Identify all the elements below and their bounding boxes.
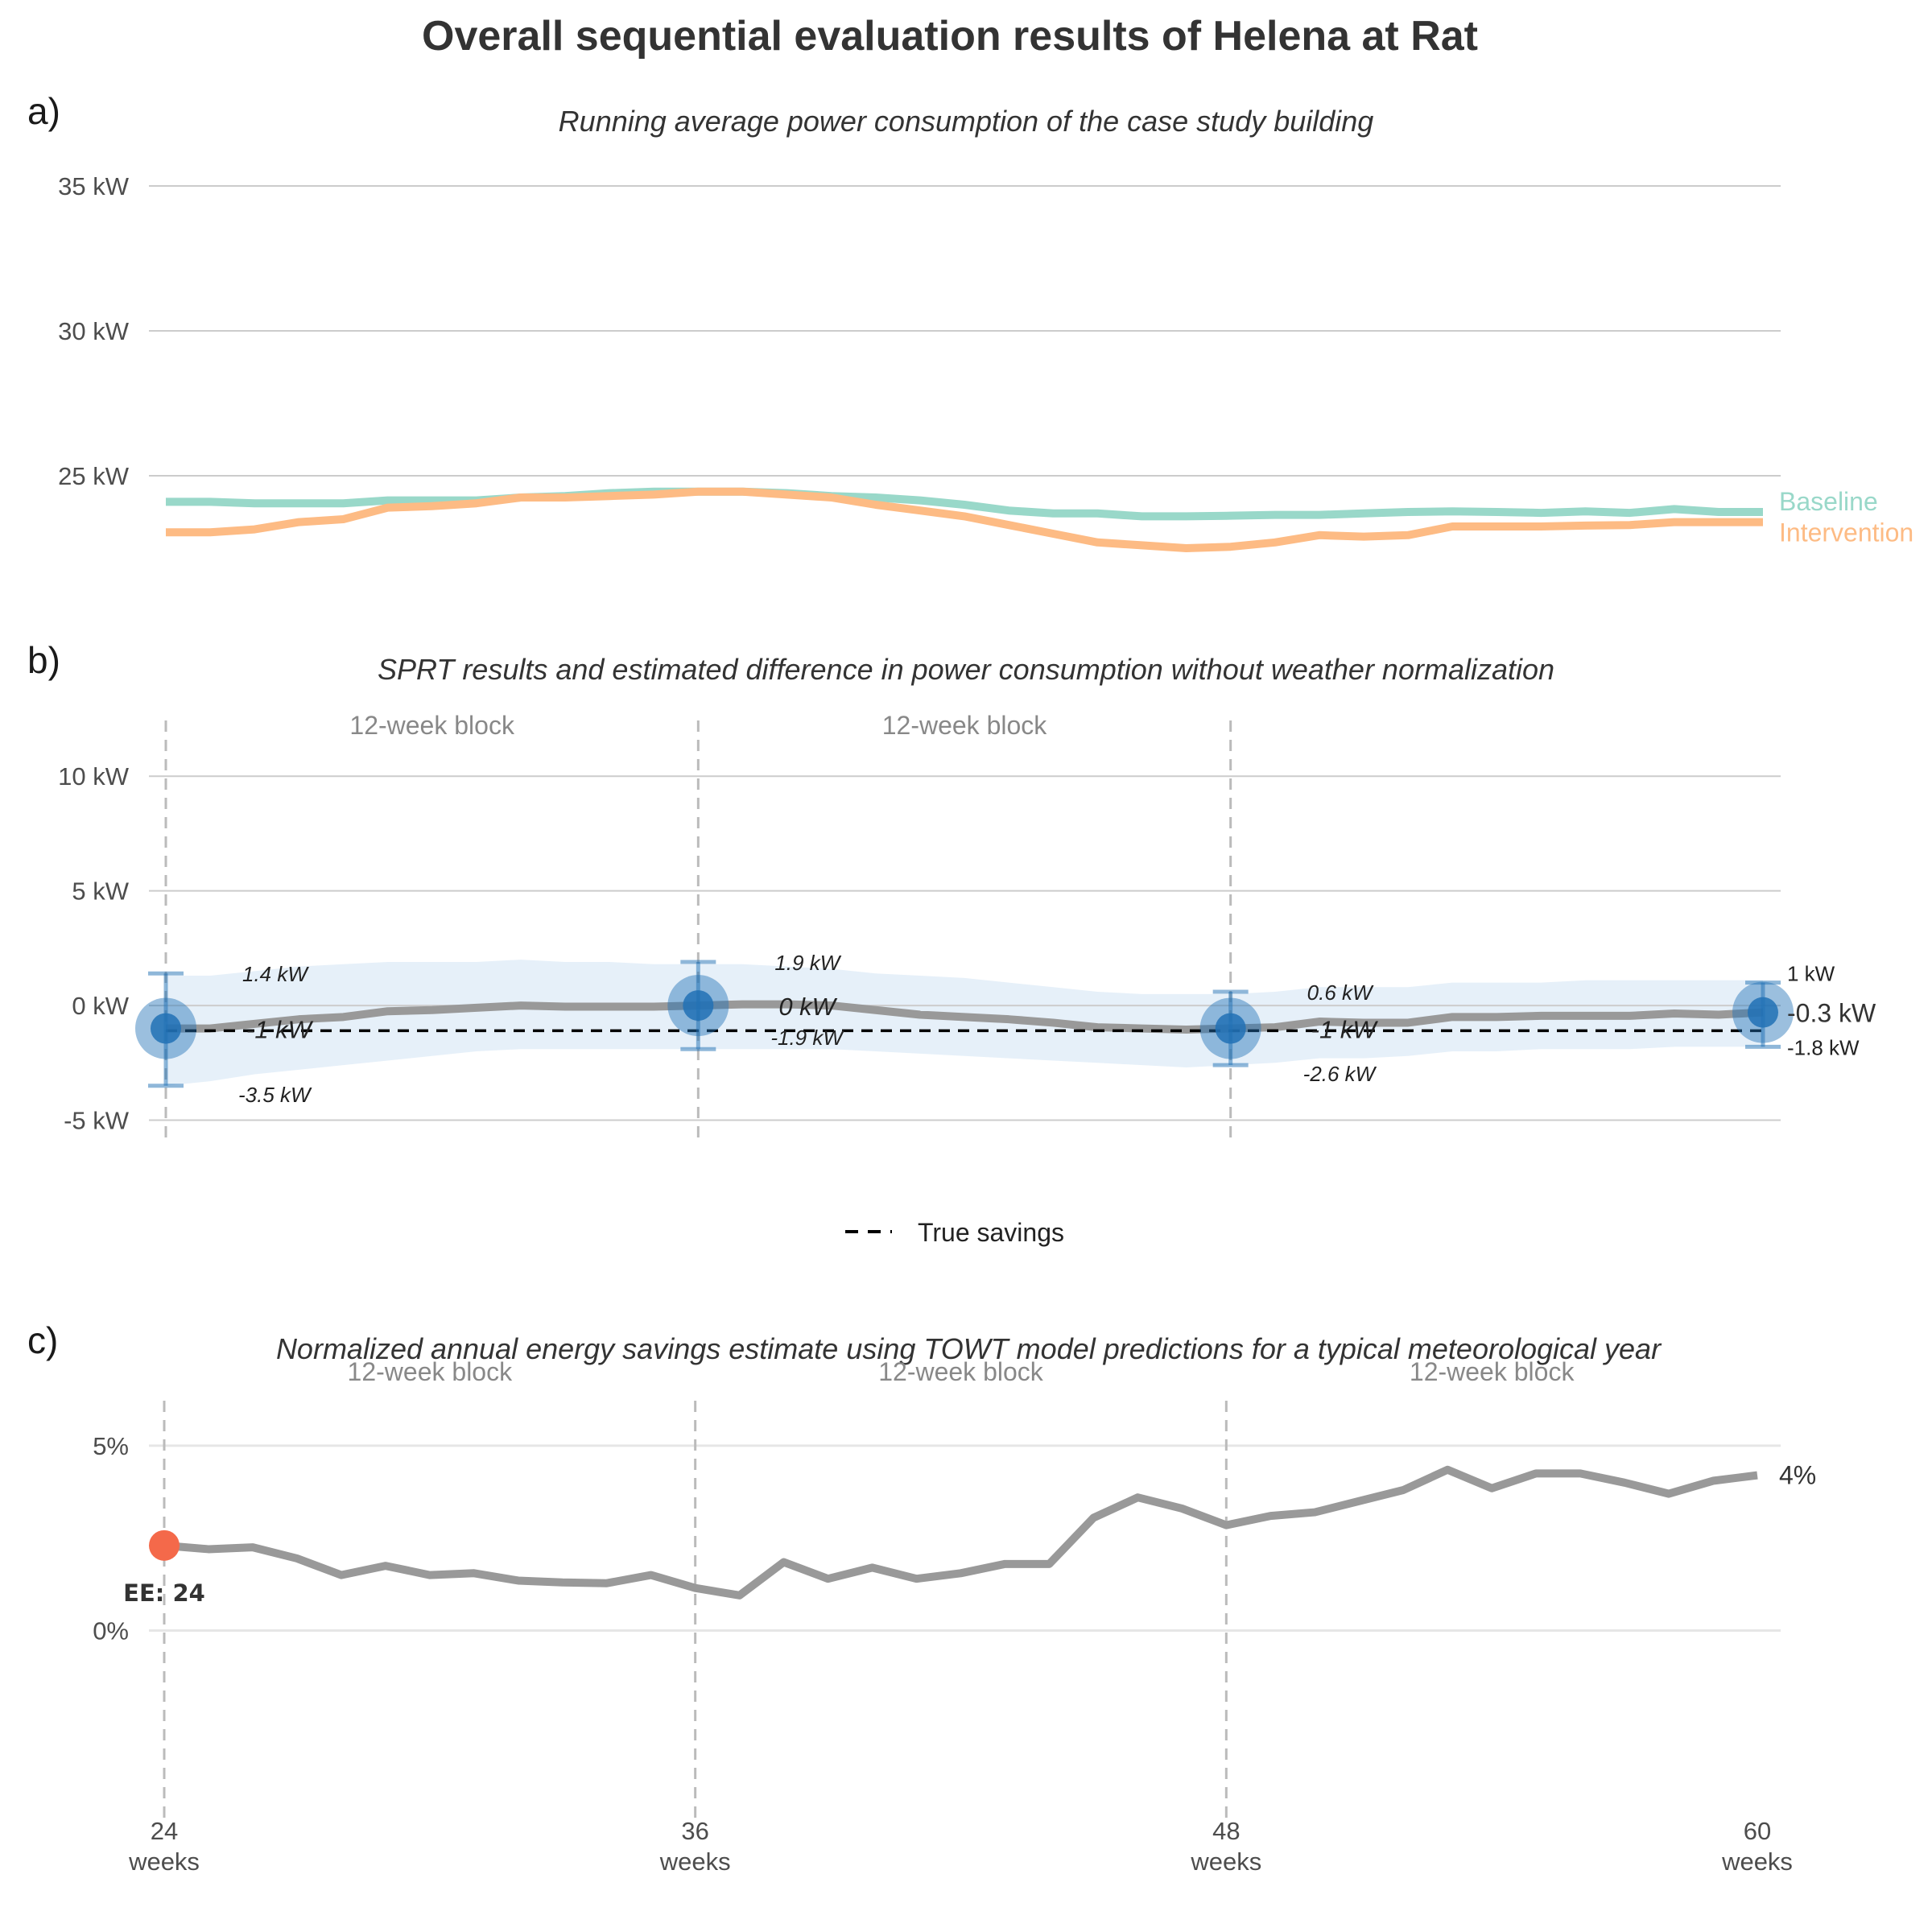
panel-b-y-tick-label: -5 kW <box>64 1107 130 1135</box>
panel-b-estimate-label: -0.3 kW <box>1787 999 1876 1028</box>
panel-b-plot: -5 kW 0 kW 5 kW 10 kW 12-week block 12-week b… <box>58 711 1876 1139</box>
panel-c-plot: 0% 5% 12-week block 12-week block 12-week bl… <box>93 1357 1816 1876</box>
panel-b-lower-label: -1.9 kW <box>770 1026 844 1050</box>
panel-b-lower-label: -2.6 kW <box>1303 1062 1377 1086</box>
panel-b-lower-label: -3.5 kW <box>238 1083 312 1107</box>
panel-a-subtitle: Running average power consumption of the… <box>559 105 1374 138</box>
panel-a-y-tick-label: 25 kW <box>58 462 130 490</box>
panel-a-line-baseline <box>166 487 1763 521</box>
panel-a-series-label-baseline: Baseline <box>1779 487 1878 516</box>
panel-c-y-tick-label: 5% <box>93 1432 129 1460</box>
panel-b-sprt-point <box>1215 1013 1246 1044</box>
panel-c-block-label: 12-week block <box>878 1357 1044 1386</box>
panel-a-tag: a) <box>27 90 60 132</box>
x-tick-label-unit: weeks <box>1190 1847 1261 1876</box>
panel-c-early-evaluation-point <box>149 1530 180 1561</box>
x-tick-label-unit: weeks <box>1721 1847 1793 1876</box>
panel-b-upper-label: 1.4 kW <box>242 962 309 986</box>
panel-c-early-evaluation-label: EE: 24 <box>123 1579 205 1607</box>
panel-b-lower-label: -1.8 kW <box>1787 1035 1860 1059</box>
panel-c-block-label: 12-week block <box>348 1357 514 1386</box>
panel-a-y-tick-label: 30 kW <box>58 317 130 345</box>
panel-b-y-tick-label: 5 kW <box>72 877 129 906</box>
panel-b-upper-label: 0.6 kW <box>1307 980 1374 1005</box>
legend: True savings <box>845 1218 1064 1247</box>
x-tick-label-unit: weeks <box>128 1847 200 1876</box>
x-tick-label-unit: weeks <box>659 1847 731 1876</box>
legend-true-savings-label: True savings <box>918 1218 1064 1247</box>
panel-b-upper-label: 1.9 kW <box>774 951 841 975</box>
panel-b-block-label: 12-week block <box>349 711 515 740</box>
panel-b-sprt-point <box>151 1013 181 1044</box>
panel-b-sprt-point <box>683 990 714 1022</box>
x-tick-label-value: 48 <box>1212 1817 1240 1845</box>
panel-b-estimate-line <box>166 1000 1764 1034</box>
panel-b-y-tick-label: 0 kW <box>72 992 129 1020</box>
panel-a-line-intervention <box>166 487 1763 552</box>
panel-b-upper-label: 1 kW <box>1787 962 1835 986</box>
figure-title: Overall sequential evaluation results of… <box>422 13 1478 60</box>
panel-b-y-tick-label: 10 kW <box>58 762 130 791</box>
panel-b-subtitle: SPRT results and estimated difference in… <box>378 653 1554 686</box>
panel-c-block-label: 12-week block <box>1410 1357 1575 1386</box>
panel-c-tag: c) <box>27 1319 58 1361</box>
panel-b-tag: b) <box>27 639 60 681</box>
panel-c-savings-line <box>163 1465 1758 1600</box>
panel-a-series-label-intervention: Intervention <box>1779 518 1913 547</box>
panel-c-subtitle: Normalized annual energy savings estimat… <box>276 1332 1662 1365</box>
panel-b-estimate-label: -1 kW <box>1311 1016 1379 1044</box>
panel-c-end-label: 4% <box>1779 1461 1816 1490</box>
panel-b-confidence-ribbon <box>166 960 1763 1086</box>
panel-b-estimate-label: -1 kW <box>246 1016 314 1044</box>
panel-b-block-label: 12-week block <box>882 711 1048 740</box>
panel-a-y-tick-label: 35 kW <box>58 172 130 200</box>
x-tick-label-value: 60 <box>1744 1817 1771 1845</box>
panel-b-sprt-point <box>1748 997 1778 1028</box>
x-tick-label-value: 36 <box>681 1817 708 1845</box>
panel-b-estimate-label: 0 kW <box>778 993 837 1021</box>
panel-c-y-tick-label: 0% <box>93 1616 129 1645</box>
x-tick-label-value: 24 <box>151 1817 178 1845</box>
